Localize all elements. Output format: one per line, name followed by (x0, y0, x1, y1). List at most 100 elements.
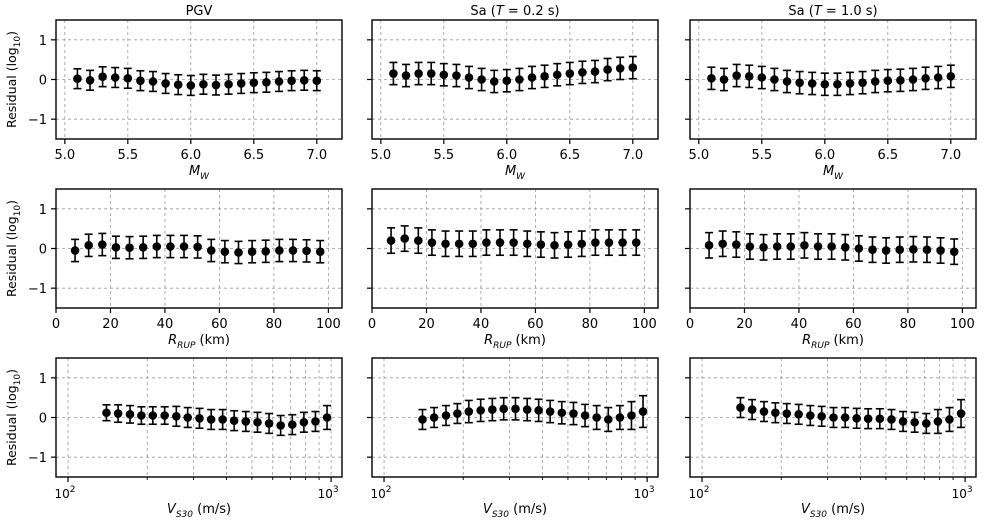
data-point (536, 240, 546, 249)
data-point (275, 246, 284, 255)
data-point (782, 77, 792, 86)
data-point (224, 79, 233, 89)
data-point (386, 236, 396, 245)
data-point (70, 246, 80, 255)
grid (372, 20, 658, 139)
x-tick-label: 6.5 (877, 148, 898, 163)
data-point (136, 76, 145, 85)
data-point (577, 239, 587, 249)
data-point (123, 74, 133, 83)
data-point (426, 69, 436, 78)
data-point (302, 246, 311, 256)
data-point (603, 65, 612, 74)
data-point (540, 72, 549, 81)
data-point (495, 238, 505, 247)
data-point (833, 79, 842, 89)
data-point (84, 241, 93, 250)
data-point (921, 74, 930, 83)
data-point (264, 419, 274, 428)
data-point (534, 406, 543, 415)
series (73, 66, 322, 97)
data-point (718, 239, 727, 249)
data-point (418, 415, 427, 424)
data-point (312, 76, 322, 85)
data-point (511, 404, 520, 414)
grid (56, 20, 342, 139)
x-tick-label: 7.0 (622, 148, 643, 163)
y-tick-label: 0 (39, 412, 47, 427)
data-point (772, 242, 782, 251)
data-point (183, 413, 192, 422)
x-tick-label: 100 (950, 317, 975, 332)
chart-sa10-vs30: 102 103 VS30 (m/s) (685, 357, 977, 520)
x-tick-label: 6.5 (559, 148, 580, 163)
x-axis-label: MW (189, 164, 210, 182)
panel-title: Sa (T = 0.2 s) (470, 4, 559, 19)
data-point (807, 79, 817, 88)
y-tick-label: −1 (28, 113, 47, 128)
data-point (759, 243, 768, 252)
series (102, 404, 332, 437)
x-axis-label: RRUP (km) (802, 333, 864, 351)
x-tick-label: 5.5 (117, 148, 138, 163)
data-point (794, 410, 803, 419)
x-tick-label: 5.5 (433, 148, 454, 163)
data-point (604, 238, 614, 247)
data-point (299, 417, 309, 427)
y-tick-label: 1 (39, 34, 47, 49)
x-tick-label: 103 (318, 485, 339, 501)
data-point (858, 78, 867, 87)
data-point (590, 67, 600, 76)
y-axis-label: Residual (log10) (4, 369, 23, 466)
data-point (125, 243, 134, 253)
data-point (896, 75, 905, 85)
data-point (113, 409, 123, 418)
data-point (389, 69, 398, 78)
data-point (464, 407, 474, 416)
data-point (186, 81, 196, 90)
data-point (288, 420, 297, 429)
data-point (152, 242, 162, 251)
data-point (638, 407, 648, 416)
data-point (172, 412, 181, 421)
grid (690, 358, 976, 477)
data-point (868, 245, 877, 254)
data-point (253, 417, 262, 427)
data-point (477, 75, 486, 84)
x-tick-label: 60 (211, 317, 228, 332)
grid (690, 20, 976, 139)
data-point (852, 413, 861, 423)
data-point (161, 79, 170, 88)
x-tick-label: 102 (689, 485, 710, 501)
x-axis-label: RRUP (km) (168, 333, 230, 351)
data-point (322, 413, 332, 422)
data-point (476, 406, 485, 415)
x-axis-label: RRUP (km) (484, 333, 546, 351)
data-point (936, 246, 945, 255)
chart-sa10-rrup: 0 20 40 60 80 100 RRUP (km) (685, 188, 977, 351)
data-point (229, 416, 239, 425)
series (707, 63, 956, 97)
data-point (580, 411, 590, 420)
data-point (148, 411, 158, 420)
data-point (719, 75, 729, 84)
data-point (829, 413, 838, 422)
data-point (522, 239, 532, 249)
data-point (569, 409, 578, 418)
data-point (854, 244, 864, 253)
data-point (400, 234, 409, 243)
data-point (820, 79, 830, 89)
data-point (453, 409, 462, 418)
data-point (800, 241, 809, 250)
data-point (522, 405, 532, 414)
data-point (883, 76, 893, 85)
data-point (241, 417, 251, 426)
data-point (870, 77, 880, 86)
data-point (922, 419, 931, 428)
data-point (166, 242, 175, 251)
data-point (414, 236, 423, 245)
x-tick-label: 60 (845, 317, 862, 332)
data-point (489, 77, 499, 86)
data-point (604, 415, 613, 424)
